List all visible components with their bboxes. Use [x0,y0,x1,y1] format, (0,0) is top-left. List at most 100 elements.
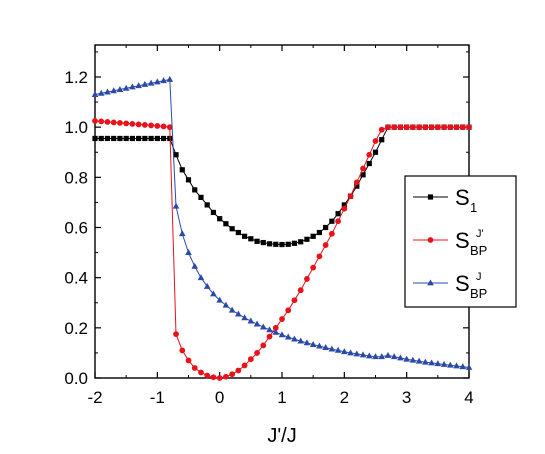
legend-items: S 1S BPJ'S BPJ [413,185,487,301]
data-point [403,355,410,362]
data-point [235,367,242,374]
data-point [179,167,185,173]
data-point [141,122,148,128]
data-point [360,172,366,178]
data-point [459,363,467,370]
data-point [104,118,111,125]
data-point [135,82,142,89]
legend-label-sub: BP [470,286,487,301]
data-point [260,323,267,330]
data-point [217,216,223,222]
data-point [235,310,242,317]
data-point [279,241,285,248]
data-point [216,296,223,303]
series-2 [92,117,472,381]
data-point [341,205,348,212]
data-point [329,218,335,224]
data-point [316,342,323,349]
x-tick-label: 1 [277,388,286,407]
y-tick-label: 0.8 [64,168,88,187]
data-point [235,229,241,236]
data-point [285,241,291,247]
data-point [279,316,285,322]
data-point [129,83,136,90]
data-point [328,345,336,352]
data-point [304,236,310,242]
data-point [241,314,248,321]
data-point [278,331,286,338]
data-point [447,361,454,368]
data-point [148,122,155,129]
data-point [166,124,173,131]
data-point [354,183,360,189]
data-point [266,326,273,333]
data-point [372,138,379,144]
data-point [185,177,192,183]
data-point [291,335,298,342]
data-point [360,165,366,172]
data-point [104,135,111,142]
data-point [223,373,229,380]
data-point [416,124,423,131]
data-point [385,124,391,131]
data-point [260,342,267,349]
y-tick-label: 1.2 [64,68,88,87]
data-point [415,357,423,364]
y-tick-label: 0.0 [64,369,88,388]
data-point [117,120,123,126]
data-point [465,363,473,370]
data-point [297,287,304,294]
data-point [123,135,129,142]
data-point [440,360,448,367]
legend-label-sup: J [476,271,482,283]
x-tick-label: 2 [340,388,349,407]
data-point [98,135,104,142]
data-point [316,253,323,260]
data-point [97,89,105,96]
data-point [266,241,273,247]
data-point [422,124,429,131]
ticks-layer: -2 -1 0 1 2 3 4 0.0 0.2 0.4 0.6 0.8 1.0 1.2 [64,45,474,407]
data-point [191,365,198,371]
data-point [291,240,298,246]
data-point [309,341,317,348]
x-axis-title: J'/J [267,425,296,447]
y-tick-label: 0.6 [64,219,88,238]
data-point [210,290,217,297]
data-point [148,135,154,142]
data-point [372,149,379,155]
x-tick-label: 4 [464,388,473,407]
data-point [136,135,142,142]
data-point [253,320,261,327]
data-point [291,297,298,304]
data-point [210,209,217,216]
data-point [178,230,186,237]
data-point [453,124,460,131]
data-point [197,274,205,281]
data-point [92,135,98,142]
data-point [116,85,124,92]
legend-marker [427,194,434,200]
data-point [223,221,229,227]
legend-label-main: S [455,228,470,253]
data-point [154,123,161,129]
y-tick-label: 0.4 [64,269,88,288]
data-point [378,353,386,360]
legend-box [404,175,517,308]
data-point [204,372,211,379]
data-point [117,135,123,142]
legend-label-sub: 1 [470,200,477,215]
legend-label-sup: J' [476,228,484,240]
y-tick-label: 0.2 [64,319,88,338]
y-tick-label: 1.0 [64,118,88,137]
data-point [434,124,441,131]
legend-label-main: S [455,271,470,296]
data-point [441,124,447,131]
series-layer [91,75,473,381]
data-point [285,307,292,314]
data-point [247,356,254,363]
data-point [154,78,161,85]
data-point [229,226,235,232]
data-point [98,118,105,125]
